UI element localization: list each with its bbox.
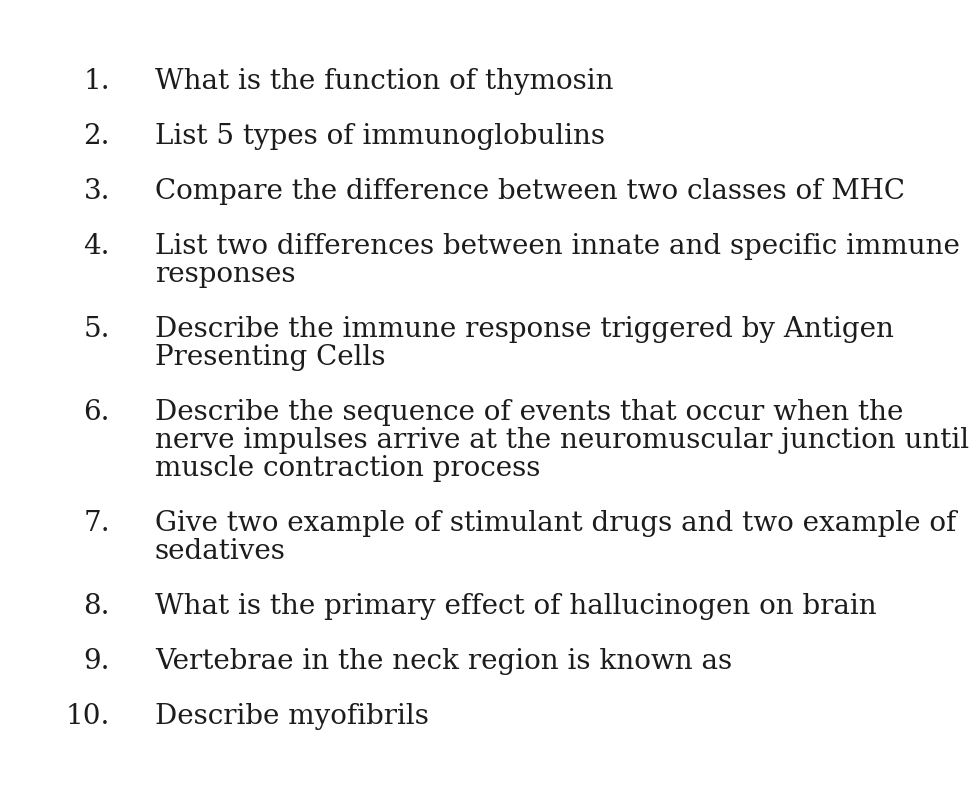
Text: 4.: 4. — [84, 233, 110, 260]
Text: 1.: 1. — [83, 68, 110, 95]
Text: 6.: 6. — [84, 399, 110, 426]
Text: 3.: 3. — [84, 178, 110, 205]
Text: 8.: 8. — [84, 593, 110, 620]
Text: nerve impulses arrive at the neuromuscular junction until: nerve impulses arrive at the neuromuscul… — [155, 427, 969, 454]
Text: Give two example of stimulant drugs and two example of: Give two example of stimulant drugs and … — [155, 510, 956, 537]
Text: List two differences between innate and specific immune: List two differences between innate and … — [155, 233, 959, 260]
Text: Describe the sequence of events that occur when the: Describe the sequence of events that occ… — [155, 399, 904, 426]
Text: Presenting Cells: Presenting Cells — [155, 344, 386, 371]
Text: Compare the difference between two classes of MHC: Compare the difference between two class… — [155, 178, 905, 205]
Text: What is the primary effect of hallucinogen on brain: What is the primary effect of hallucinog… — [155, 593, 876, 620]
Text: List 5 types of immunoglobulins: List 5 types of immunoglobulins — [155, 123, 605, 150]
Text: responses: responses — [155, 261, 296, 288]
Text: muscle contraction process: muscle contraction process — [155, 455, 541, 482]
Text: 10.: 10. — [65, 703, 110, 730]
Text: 5.: 5. — [84, 316, 110, 343]
Text: 9.: 9. — [84, 648, 110, 675]
Text: What is the function of thymosin: What is the function of thymosin — [155, 68, 614, 95]
Text: Describe myofibrils: Describe myofibrils — [155, 703, 428, 730]
Text: Describe the immune response triggered by Antigen: Describe the immune response triggered b… — [155, 316, 894, 343]
Text: 7.: 7. — [83, 510, 110, 537]
Text: sedatives: sedatives — [155, 538, 286, 565]
Text: 2.: 2. — [84, 123, 110, 150]
Text: Vertebrae in the neck region is known as: Vertebrae in the neck region is known as — [155, 648, 732, 675]
